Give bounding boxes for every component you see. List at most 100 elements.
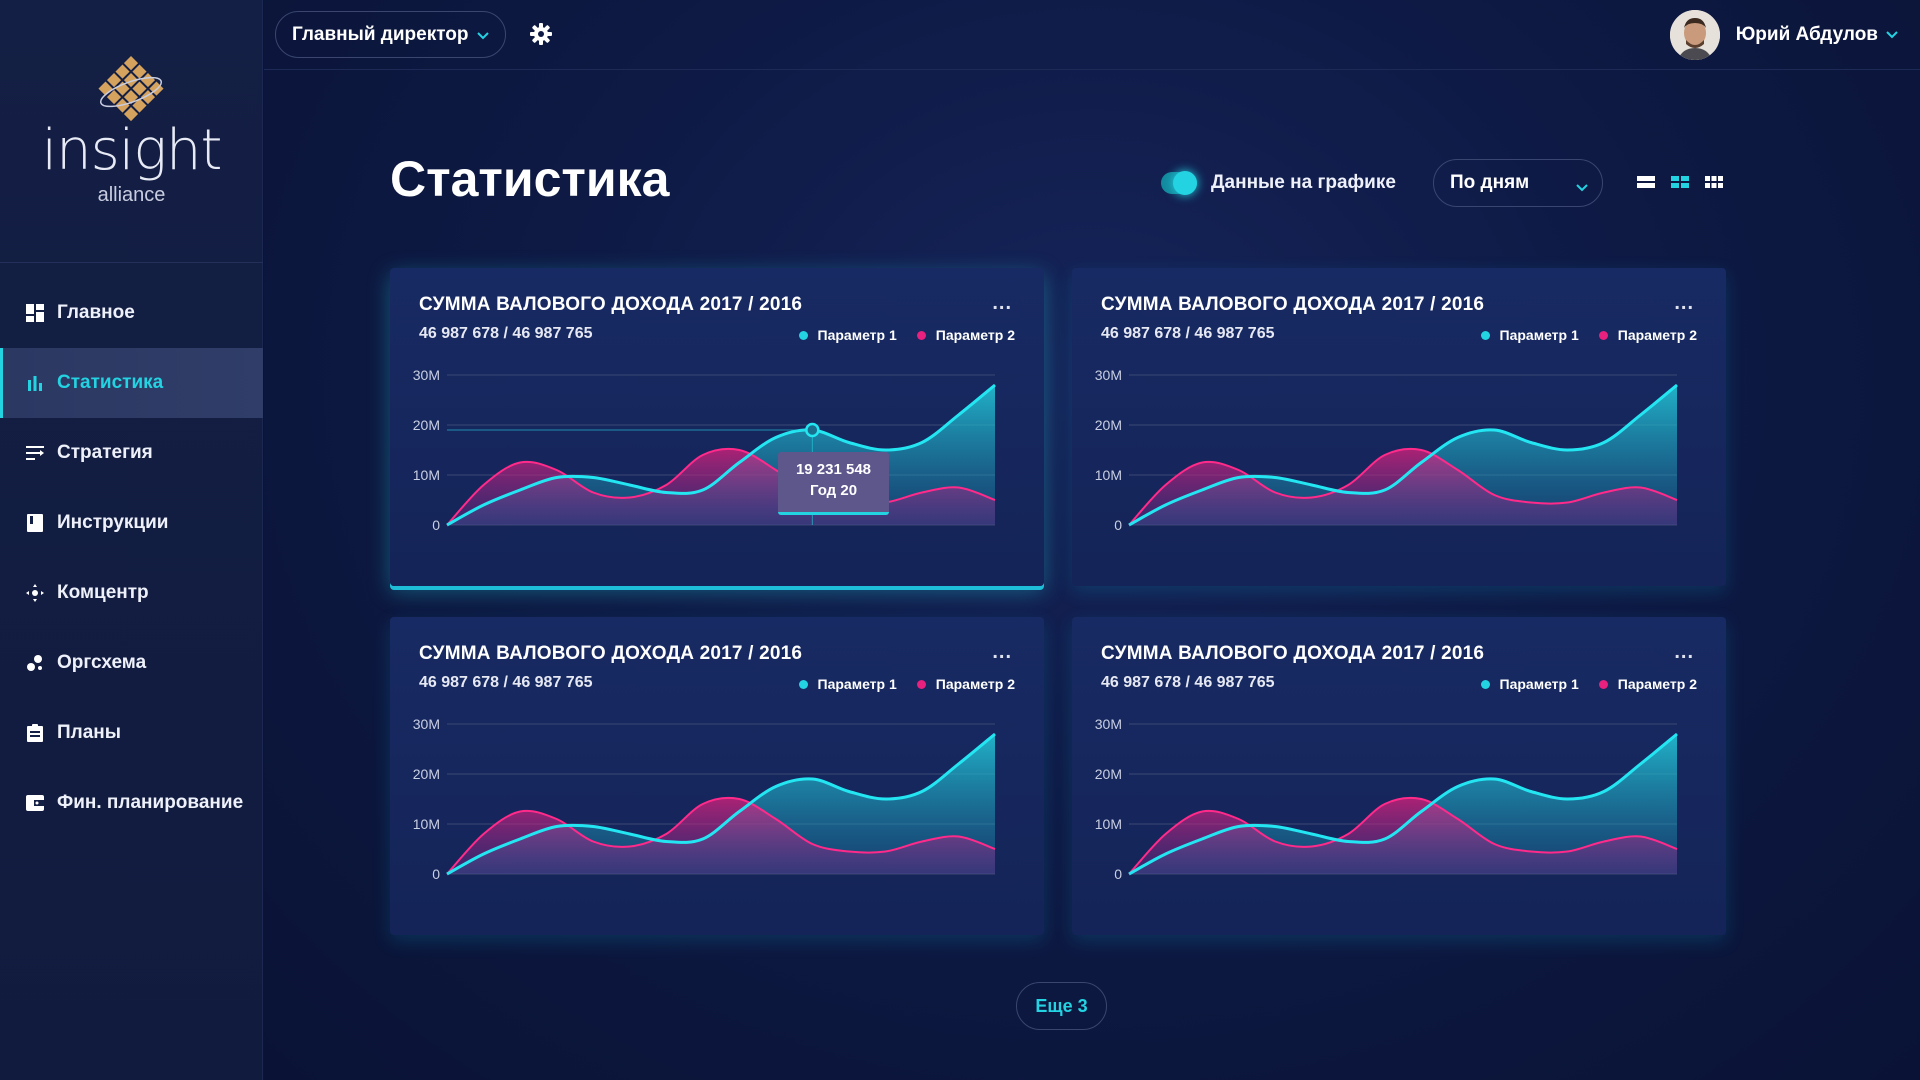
- area-chart[interactable]: 010M20M30M102030: [390, 707, 1044, 903]
- legend-label: Параметр 2: [1617, 327, 1697, 343]
- legend-item-param2[interactable]: Параметр 2: [916, 327, 1015, 343]
- stat-card[interactable]: СУММА ВАЛОВОГО ДОХОДА 2017 / 2016 46 987…: [1072, 268, 1726, 586]
- sidebar-item-label: Оргсхема: [57, 652, 147, 673]
- load-more-button[interactable]: Еще 3: [1016, 982, 1107, 1030]
- legend-item-param2[interactable]: Параметр 2: [1598, 676, 1697, 692]
- list-view-icon[interactable]: [1637, 174, 1655, 190]
- legend-item-param2[interactable]: Параметр 2: [1598, 327, 1697, 343]
- wallet-icon: [25, 793, 45, 813]
- y-tick-label: 10M: [413, 467, 440, 483]
- legend-dot-icon: [798, 330, 808, 340]
- sidebar-item-label: Статистика: [57, 372, 164, 393]
- series-param2-line: [446, 447, 996, 526]
- series-param1-line: [1128, 383, 1678, 527]
- sidebar-item-orgchart[interactable]: Оргсхема: [0, 628, 263, 698]
- legend-dot-icon: [1598, 330, 1608, 340]
- logo[interactable]: insight alliance: [0, 0, 263, 263]
- series-param2-area: [1129, 797, 1677, 874]
- legend-label: Параметр 2: [935, 327, 1015, 343]
- chart-legend: Параметр 1 Параметр 2: [1480, 676, 1697, 692]
- org-chart-icon: [25, 653, 45, 673]
- page-title: Статистика: [390, 151, 670, 207]
- legend-item-param1[interactable]: Параметр 1: [1480, 676, 1579, 692]
- chart-svg: 010M20M30M102030: [1095, 367, 1685, 554]
- sidebar-item-label: Комцентр: [57, 582, 149, 603]
- legend-dot-icon: [798, 679, 808, 689]
- legend-dot-icon: [916, 679, 926, 689]
- grid-3-view-icon[interactable]: [1705, 174, 1723, 190]
- sidebar-item-fin-planning[interactable]: Фин. планирование: [0, 768, 263, 838]
- sidebar-item-statistics[interactable]: Статистика: [0, 348, 263, 418]
- y-tick-label: 30M: [413, 716, 440, 732]
- main-content: Главный директор: [264, 0, 1920, 1080]
- logo-subtitle: alliance: [97, 184, 166, 206]
- card-subtitle: 46 987 678 / 46 987 765: [1101, 325, 1275, 342]
- gear-icon[interactable]: [530, 23, 552, 50]
- sidebar-item-strategy[interactable]: Стратегия: [0, 418, 263, 488]
- card-title: СУММА ВАЛОВОГО ДОХОДА 2017 / 2016: [1101, 294, 1485, 315]
- card-title: СУММА ВАЛОВОГО ДОХОДА 2017 / 2016: [419, 294, 803, 315]
- more-options-button[interactable]: ...: [1674, 641, 1694, 663]
- y-tick-label: 0: [1114, 517, 1122, 533]
- role-select-value: Главный директор: [292, 23, 469, 45]
- sidebar: insight alliance Главное Статистика Стра…: [0, 0, 263, 1080]
- legend-item-param1[interactable]: Параметр 1: [1480, 327, 1579, 343]
- grid-2-view-icon[interactable]: [1671, 174, 1689, 190]
- stat-card[interactable]: СУММА ВАЛОВОГО ДОХОДА 2017 / 2016 46 987…: [1072, 617, 1726, 935]
- y-tick-label: 30M: [413, 367, 440, 383]
- chart-data-toggle[interactable]: [1161, 171, 1197, 195]
- legend-dot-icon: [1598, 679, 1608, 689]
- book-icon: [25, 513, 45, 533]
- area-chart[interactable]: 010M20M30M102030: [1072, 707, 1726, 903]
- y-tick-label: 0: [432, 866, 440, 882]
- sidebar-item-instructions[interactable]: Инструкции: [0, 488, 263, 558]
- hub-icon: [25, 583, 45, 603]
- role-select[interactable]: Главный директор: [275, 11, 506, 58]
- series-param2-area: [447, 797, 995, 874]
- legend-item-param2[interactable]: Параметр 2: [916, 676, 1015, 692]
- chart-legend: Параметр 1 Параметр 2: [1480, 327, 1697, 343]
- y-tick-label: 20M: [413, 766, 440, 782]
- logo-wordmark: insight: [41, 118, 223, 183]
- area-chart[interactable]: 010M20M30M102030: [390, 358, 1044, 554]
- legend-item-param1[interactable]: Параметр 1: [798, 676, 897, 692]
- sidebar-item-plans[interactable]: Планы: [0, 698, 263, 768]
- legend-dot-icon: [916, 330, 926, 340]
- chevron-down-icon: [1576, 176, 1588, 198]
- chart-legend: Параметр 1 Параметр 2: [798, 327, 1015, 343]
- y-tick-label: 20M: [1095, 417, 1122, 433]
- series-param2-line: [1128, 796, 1678, 875]
- y-tick-label: 30M: [1095, 367, 1122, 383]
- legend-label: Параметр 1: [817, 327, 897, 343]
- area-chart[interactable]: 010M20M30M102030: [1072, 358, 1726, 554]
- y-tick-label: 20M: [413, 417, 440, 433]
- clipboard-icon: [25, 723, 45, 743]
- period-select[interactable]: По дням: [1433, 159, 1603, 207]
- user-menu[interactable]: Юрий Абдулов: [1669, 10, 1898, 60]
- series-param1-line: [1128, 732, 1678, 876]
- series-param2-line: [446, 796, 996, 875]
- more-options-button[interactable]: ...: [1674, 292, 1694, 314]
- chart-svg: 010M20M30M102030: [1095, 716, 1685, 903]
- more-options-button[interactable]: ...: [992, 641, 1012, 663]
- more-options-button[interactable]: ...: [992, 292, 1012, 314]
- tooltip-value: 19 231 548: [795, 461, 872, 478]
- card-title: СУММА ВАЛОВОГО ДОХОДА 2017 / 2016: [1101, 643, 1485, 664]
- chart-svg: 010M20M30M102030: [413, 367, 1003, 554]
- series-param1-line: [446, 732, 996, 876]
- legend-label: Параметр 2: [1617, 676, 1697, 692]
- tooltip-label: Год 20: [809, 482, 858, 499]
- chevron-down-icon: [476, 24, 489, 46]
- stat-card[interactable]: СУММА ВАЛОВОГО ДОХОДА 2017 / 2016 46 987…: [390, 617, 1044, 935]
- y-tick-label: 10M: [413, 816, 440, 832]
- sidebar-item-main[interactable]: Главное: [0, 278, 263, 348]
- sidebar-item-comcenter[interactable]: Комцентр: [0, 558, 263, 628]
- avatar[interactable]: [1669, 10, 1720, 60]
- sidebar-item-label: Главное: [57, 302, 135, 323]
- stat-card[interactable]: СУММА ВАЛОВОГО ДОХОДА 2017 / 2016 46 987…: [390, 268, 1044, 586]
- bar-chart-icon: [25, 373, 45, 393]
- series-param2-line: [1128, 447, 1678, 526]
- chart-tooltip: 19 231 548 Год 20: [778, 452, 889, 515]
- y-tick-label: 0: [1114, 866, 1122, 882]
- legend-item-param1[interactable]: Параметр 1: [798, 327, 897, 343]
